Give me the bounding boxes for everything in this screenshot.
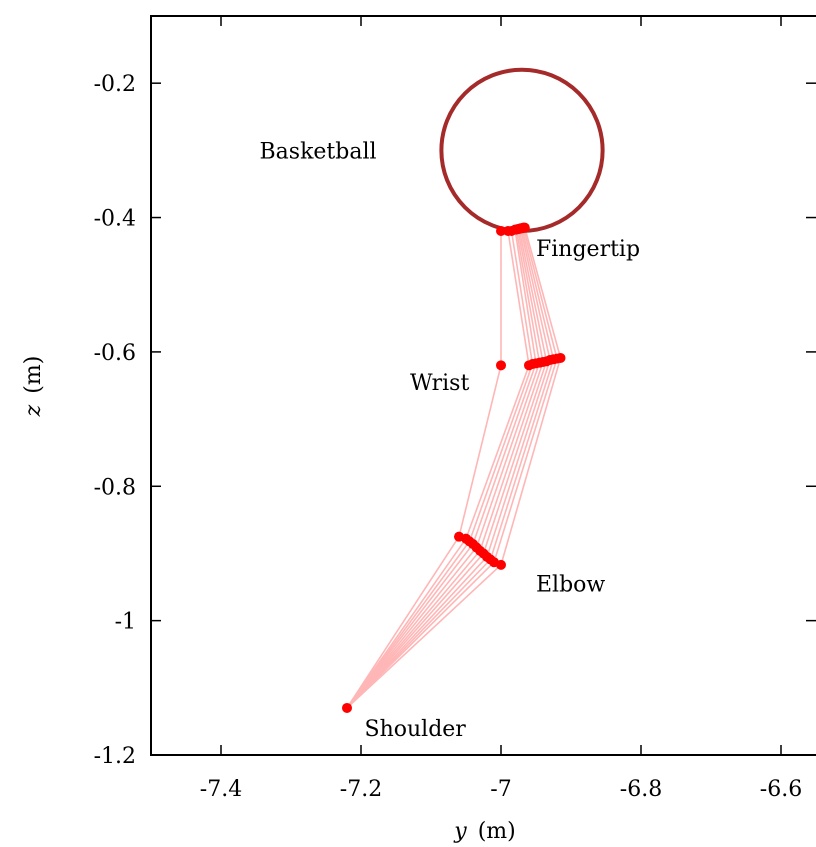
arm-link-line	[346, 230, 502, 709]
x-axis-var: y	[453, 819, 467, 844]
y-tick-label: -1.2	[94, 744, 136, 769]
arm-link-line	[346, 229, 537, 709]
fingertip-point	[519, 222, 530, 233]
annotation-fingertip: Fingertip	[536, 237, 640, 262]
y-axis-ticks: -0.2 -0.4 -0.6 -0.8 -1 -1.2	[94, 72, 816, 769]
y-axis-var: z	[21, 404, 46, 417]
arm-link-line	[346, 230, 530, 709]
arm-link-line	[346, 228, 548, 709]
y-tick-label: -0.6	[94, 341, 136, 366]
x-axis-ticks: -7.4 -7.2 -7 -6.8 -6.6	[200, 16, 802, 802]
x-axis-label: y (m)	[453, 819, 515, 844]
annotation-basketball: Basketball	[260, 139, 377, 164]
annotations: Basketball Fingertip Wrist Elbow Shoulder	[260, 139, 641, 742]
annotation-shoulder: Shoulder	[365, 717, 467, 742]
x-tick-label: -6.6	[760, 777, 802, 802]
plot-frame	[150, 15, 816, 756]
annotation-elbow: Elbow	[536, 573, 605, 598]
x-tick-label: -7.2	[340, 777, 382, 802]
annotation-wrist: Wrist	[410, 371, 469, 396]
y-tick-label: -1	[115, 610, 136, 635]
arm-link-line	[346, 230, 534, 709]
elbow-point	[496, 559, 506, 570]
arm-link-line	[346, 227, 562, 709]
basketball-circle	[439, 67, 605, 233]
arm-link-line	[346, 228, 544, 709]
wrist-point	[496, 360, 506, 371]
arm-link-line	[346, 229, 541, 709]
arm-link-line	[346, 228, 551, 709]
y-axis-label: z (m)	[21, 356, 46, 418]
y-tick-label: -0.2	[94, 72, 136, 97]
joint-markers	[342, 222, 566, 713]
x-tick-label: -7	[490, 777, 511, 802]
x-axis-unit: (m)	[478, 819, 516, 844]
y-tick-label: -0.8	[94, 475, 136, 500]
link-lines	[346, 227, 562, 709]
fingertip-point	[496, 225, 506, 236]
wrist-point	[555, 352, 566, 363]
arm-link-line	[346, 228, 555, 709]
x-tick-label: -7.4	[200, 777, 242, 802]
arm-link-line	[346, 227, 558, 709]
shoulder-point	[342, 702, 352, 713]
y-axis-unit: (m)	[21, 356, 46, 394]
x-tick-label: -6.8	[620, 777, 662, 802]
y-tick-label: -0.4	[94, 207, 136, 232]
